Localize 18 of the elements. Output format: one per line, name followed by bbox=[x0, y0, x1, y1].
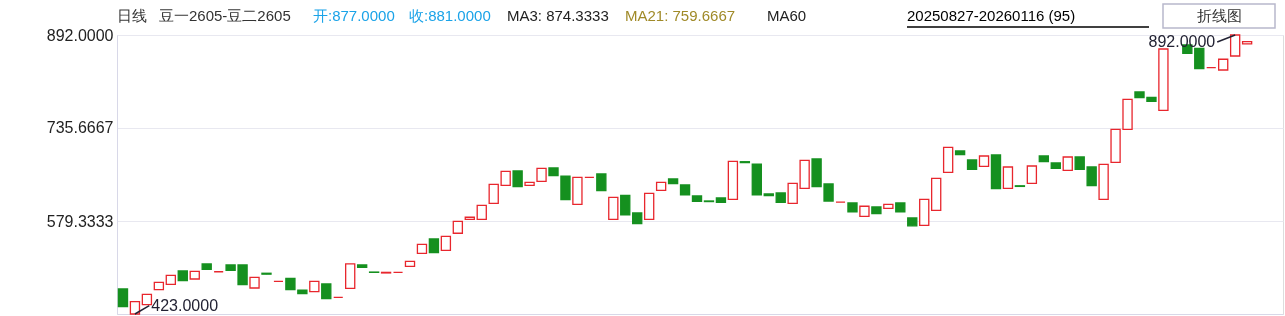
text: 折线图 bbox=[1196, 7, 1242, 24]
annotation: 423.0000 bbox=[151, 296, 219, 314]
text: 20250827-20260116 (95) bbox=[907, 7, 1076, 24]
text: 日线 bbox=[117, 7, 147, 24]
y-tick-label: 579.3333 bbox=[46, 212, 114, 230]
candlestick bbox=[620, 194, 631, 216]
candlestick bbox=[608, 196, 619, 220]
text: MA60 bbox=[767, 7, 807, 24]
text: MA3: 874.3333 bbox=[507, 7, 609, 24]
text: 开:877.0000 bbox=[313, 7, 395, 24]
text: 收:881.0000 bbox=[409, 7, 491, 24]
candlestick bbox=[1002, 166, 1014, 189]
candlestick bbox=[1229, 34, 1241, 57]
text: MA21: 759.6667 bbox=[625, 7, 736, 24]
annotation: 892.0000 bbox=[1148, 32, 1216, 50]
text: 豆一2605-豆二2605 bbox=[159, 7, 291, 24]
y-tick-label: 892.0000 bbox=[46, 26, 114, 44]
y-tick-label: 735.6667 bbox=[46, 119, 114, 137]
